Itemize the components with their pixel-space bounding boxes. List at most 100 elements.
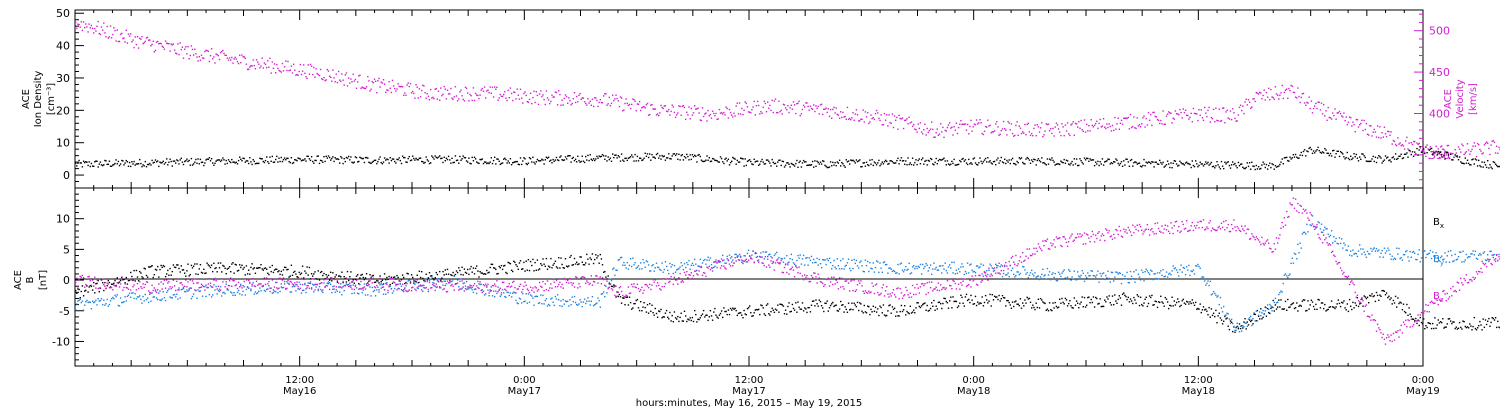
- velocity-point: [881, 124, 883, 126]
- bx-point: [1204, 309, 1206, 311]
- bx-point: [1308, 308, 1310, 310]
- density-point: [1306, 150, 1308, 152]
- by-point: [184, 290, 186, 293]
- velocity-point: [633, 99, 635, 101]
- bx-point: [780, 303, 782, 306]
- velocity-point: [725, 106, 727, 108]
- by-point: [204, 285, 206, 288]
- density-axis-label: ACE Ion Density [cm⁻³]: [21, 71, 57, 128]
- density-point: [400, 162, 403, 165]
- by-point: [180, 289, 182, 291]
- density-point: [843, 165, 845, 167]
- density-point: [1264, 166, 1266, 169]
- bx-point: [251, 263, 253, 265]
- by-point: [563, 303, 565, 305]
- by-point: [181, 288, 184, 290]
- by-point: [461, 287, 463, 290]
- velocity-point: [1345, 116, 1347, 118]
- bx-point: [1393, 302, 1396, 304]
- bx-point: [899, 310, 901, 313]
- velocity-point: [197, 60, 199, 62]
- density-point: [573, 160, 576, 162]
- density-point: [208, 157, 211, 159]
- bx-point: [154, 268, 157, 271]
- by-point: [619, 257, 622, 259]
- velocity-point: [1092, 126, 1095, 128]
- by-point: [496, 292, 498, 295]
- by-point: [773, 254, 776, 257]
- bx-point: [361, 273, 363, 276]
- velocity-point: [317, 73, 319, 76]
- bx-point: [343, 276, 345, 278]
- bx-point: [1006, 299, 1008, 302]
- velocity-point: [1489, 153, 1491, 156]
- bx-point: [1327, 308, 1329, 311]
- bx-point: [286, 269, 288, 271]
- velocity-point: [1029, 134, 1032, 137]
- by-point: [198, 290, 200, 293]
- bx-point: [627, 304, 630, 306]
- density-point: [1370, 160, 1372, 162]
- bx-point: [1388, 295, 1390, 297]
- velocity-point: [1220, 119, 1223, 122]
- by-point: [360, 288, 362, 290]
- density-point: [668, 153, 670, 155]
- bx-point: [422, 277, 424, 280]
- density-point: [408, 155, 410, 158]
- velocity-point: [690, 107, 692, 110]
- by-point: [467, 288, 469, 290]
- bx-point: [1362, 305, 1364, 307]
- density-point: [317, 155, 319, 157]
- by-point: [269, 290, 271, 293]
- density-point: [807, 164, 809, 166]
- by-point: [772, 260, 774, 263]
- velocity-point: [1096, 120, 1098, 122]
- bx-point: [578, 263, 580, 265]
- bx-point: [476, 265, 478, 267]
- bx-point: [345, 281, 348, 283]
- density-point: [916, 163, 918, 166]
- density-point: [989, 160, 991, 162]
- velocity-point: [1073, 134, 1075, 136]
- velocity-point: [1202, 119, 1205, 121]
- density-point: [788, 163, 790, 165]
- bx-point: [686, 320, 688, 323]
- density-point: [516, 160, 518, 163]
- density-point: [1013, 162, 1015, 165]
- density-point: [937, 160, 940, 162]
- bx-point: [881, 312, 883, 314]
- density-point: [918, 158, 920, 160]
- by-point: [567, 300, 569, 302]
- velocity-point: [167, 42, 169, 45]
- by-point: [88, 301, 90, 303]
- by-point: [700, 265, 703, 268]
- bx-point: [1069, 300, 1071, 302]
- bx-point: [369, 274, 371, 276]
- by-point: [697, 265, 699, 267]
- density-point: [250, 161, 252, 163]
- bx-point: [1284, 300, 1287, 303]
- velocity-point: [1042, 136, 1044, 138]
- velocity-point: [1178, 114, 1180, 116]
- density-point: [525, 162, 527, 165]
- density-point: [692, 156, 695, 158]
- velocity-point: [1463, 153, 1465, 156]
- density-point: [78, 159, 80, 162]
- velocity-point: [673, 111, 676, 114]
- bx-point: [287, 268, 289, 271]
- density-point: [104, 159, 106, 162]
- bx-point: [571, 264, 573, 266]
- bx-point: [705, 314, 707, 316]
- bx-point: [1239, 327, 1242, 330]
- by-point: [476, 292, 478, 295]
- velocity-point: [1427, 148, 1429, 150]
- density-point: [1025, 158, 1027, 160]
- velocity-point: [638, 100, 641, 103]
- bx-point: [1098, 302, 1100, 305]
- bx-point: [1444, 326, 1446, 328]
- density-point: [451, 157, 453, 159]
- density-point: [850, 159, 852, 161]
- velocity-point: [713, 112, 715, 115]
- bx-point: [244, 274, 246, 276]
- by-point: [678, 267, 680, 270]
